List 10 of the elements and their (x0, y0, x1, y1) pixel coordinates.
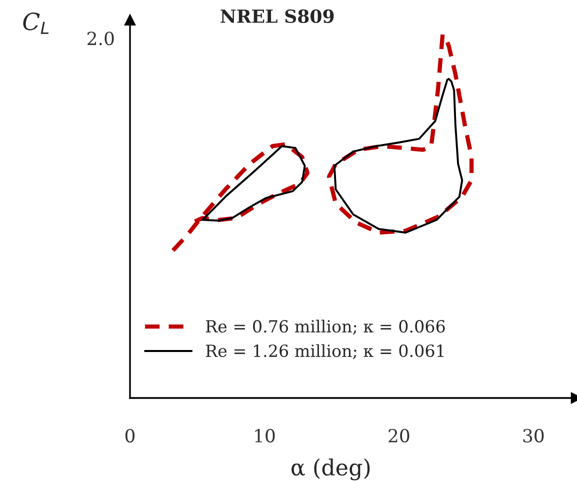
text: 2.0 (88, 32, 114, 46)
legend-label: Re = 1.26 million; κ = 0.061 (206, 344, 444, 360)
x-tick-label: 30 (523, 428, 544, 443)
x-tick-label: 10 (255, 428, 275, 443)
legend-label: Re = 0.76 million; κ = 0.066 (206, 320, 445, 335)
chart-title: NREL S809 (220, 9, 334, 24)
x-tick-label: 20 (388, 428, 410, 443)
x-tick-label: 0 (125, 428, 135, 443)
x-axis-title: α (deg) (291, 458, 370, 480)
y-axis-title: C$_{L}$ (23, 12, 49, 34)
